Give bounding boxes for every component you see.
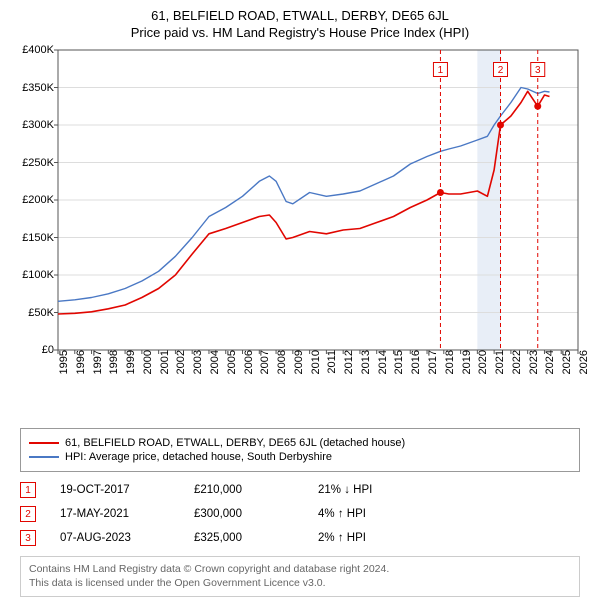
chart-subtitle: Price paid vs. HM Land Registry's House … — [12, 25, 588, 40]
legend-label: 61, BELFIELD ROAD, ETWALL, DERBY, DE65 6… — [65, 437, 405, 449]
event-hpi: 21% ↓ HPI — [318, 484, 418, 496]
svg-text:2: 2 — [498, 65, 504, 76]
legend-swatch — [29, 442, 59, 444]
event-price: £210,000 — [194, 484, 294, 496]
legend-row: HPI: Average price, detached house, Sout… — [29, 451, 571, 463]
legend-row: 61, BELFIELD ROAD, ETWALL, DERBY, DE65 6… — [29, 437, 571, 449]
event-date: 17-MAY-2021 — [60, 508, 170, 520]
legend-swatch — [29, 456, 59, 458]
event-marker: 2 — [20, 506, 36, 522]
event-marker: 3 — [20, 530, 36, 546]
event-price: £300,000 — [194, 508, 294, 520]
event-date: 07-AUG-2023 — [60, 532, 170, 544]
svg-text:3: 3 — [535, 65, 541, 76]
svg-text:1: 1 — [438, 65, 444, 76]
legend: 61, BELFIELD ROAD, ETWALL, DERBY, DE65 6… — [20, 428, 580, 472]
footer-attribution: Contains HM Land Registry data © Crown c… — [20, 556, 580, 597]
legend-label: HPI: Average price, detached house, Sout… — [65, 451, 332, 463]
event-hpi: 2% ↑ HPI — [318, 532, 418, 544]
event-row: 1 19-OCT-2017 £210,000 21% ↓ HPI — [20, 478, 580, 502]
event-marker: 1 — [20, 482, 36, 498]
chart-area: £0£50K£100K£150K£200K£250K£300K£350K£400… — [12, 46, 588, 386]
event-row: 3 07-AUG-2023 £325,000 2% ↑ HPI — [20, 526, 580, 550]
event-date: 19-OCT-2017 — [60, 484, 170, 496]
footer-line-1: Contains HM Land Registry data © Crown c… — [29, 563, 571, 577]
event-row: 2 17-MAY-2021 £300,000 4% ↑ HPI — [20, 502, 580, 526]
events-table: 1 19-OCT-2017 £210,000 21% ↓ HPI 2 17-MAY-202… — [20, 478, 580, 550]
chart-title: 61, BELFIELD ROAD, ETWALL, DERBY, DE65 6… — [12, 8, 588, 23]
event-hpi: 4% ↑ HPI — [318, 508, 418, 520]
footer-line-2: This data is licensed under the Open Gov… — [29, 577, 571, 591]
event-price: £325,000 — [194, 532, 294, 544]
chart-container: 61, BELFIELD ROAD, ETWALL, DERBY, DE65 6… — [0, 0, 600, 607]
